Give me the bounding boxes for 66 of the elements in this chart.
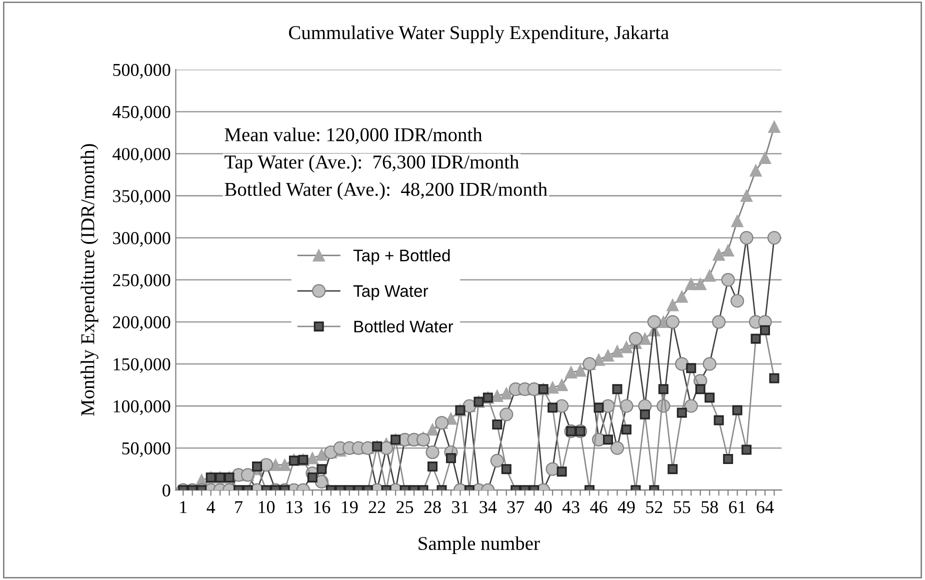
- x-tick-label: 10: [258, 501, 275, 514]
- x-tick-label: 28: [424, 501, 441, 514]
- y-tick-label: 50,000: [122, 442, 170, 458]
- legend-label: Tap + Bottled: [353, 249, 450, 265]
- x-tick-label: 40: [534, 501, 552, 514]
- point: [676, 290, 688, 303]
- legend-label: Bottled Water: [354, 320, 454, 332]
- point: [316, 448, 328, 461]
- point: [666, 298, 679, 312]
- point: [574, 364, 586, 377]
- x-tick-label: 52: [646, 501, 662, 514]
- y-tick-label: 0: [162, 484, 170, 497]
- point: [620, 341, 633, 354]
- x-tick-label: 25: [396, 501, 414, 514]
- x-tick-label: 61: [729, 501, 746, 514]
- point: [611, 345, 624, 358]
- point: [694, 278, 706, 290]
- point: [703, 270, 716, 282]
- point: [731, 214, 744, 228]
- x-tick-label: 13: [286, 501, 302, 514]
- y-tick-label: 400,000: [112, 148, 170, 163]
- y-axis-title: Monthly Expenditure (IDR/month): [80, 144, 98, 416]
- x-tick-label: 46: [590, 501, 608, 514]
- legend-label: Tap Water: [353, 285, 428, 300]
- point: [278, 458, 291, 471]
- point: [740, 190, 753, 202]
- x-tick-label: 34: [480, 501, 497, 514]
- point: [638, 332, 652, 345]
- point: [500, 387, 513, 400]
- point: [602, 349, 614, 362]
- chart-title: Cummulative Water Supply Expenditure, Jakarta: [289, 26, 669, 44]
- y-tick-label: 300,000: [113, 232, 170, 247]
- x-tick-label: 43: [562, 501, 580, 514]
- y-tick-label: 500,000: [113, 64, 170, 79]
- point: [556, 378, 568, 392]
- y-tick-label: 150,000: [114, 358, 170, 373]
- point: [426, 423, 439, 436]
- x-tick-label: 55: [674, 501, 690, 514]
- point: [491, 390, 504, 402]
- y-tick-label: 450,000: [112, 106, 170, 121]
- y-tick-label: 200,000: [113, 316, 170, 331]
- point: [758, 152, 772, 164]
- y-tick-label: 350,000: [113, 190, 170, 205]
- x-tick-label: 4: [206, 501, 216, 514]
- point: [685, 278, 698, 290]
- annotation: Mean value: 120,000 IDR/month: [224, 128, 482, 144]
- annotation: Bottled Water (Ave.): 48,200 IDR/month: [224, 182, 548, 200]
- x-tick-label: 1: [180, 501, 187, 514]
- point: [750, 164, 762, 177]
- x-tick-label: 22: [368, 501, 386, 514]
- point: [564, 366, 578, 378]
- x-tick-label: 19: [342, 501, 358, 514]
- point: [768, 120, 780, 133]
- annotation: Tap Water (Ave.): 76,300 IDR/month: [224, 154, 519, 173]
- x-tick-label: 7: [235, 501, 243, 514]
- point: [722, 244, 734, 257]
- y-tick-label: 100,000: [114, 400, 170, 416]
- x-tick-label: 37: [507, 501, 524, 514]
- x-axis-title: Sample number: [418, 536, 540, 554]
- x-tick-label: 49: [618, 501, 635, 514]
- x-tick-label: 16: [314, 501, 330, 514]
- x-tick-label: 58: [702, 501, 718, 514]
- x-tick-label: 64: [756, 501, 774, 514]
- x-tick-label: 31: [452, 501, 468, 514]
- y-tick-label: 250,000: [113, 274, 170, 289]
- point: [712, 248, 725, 261]
